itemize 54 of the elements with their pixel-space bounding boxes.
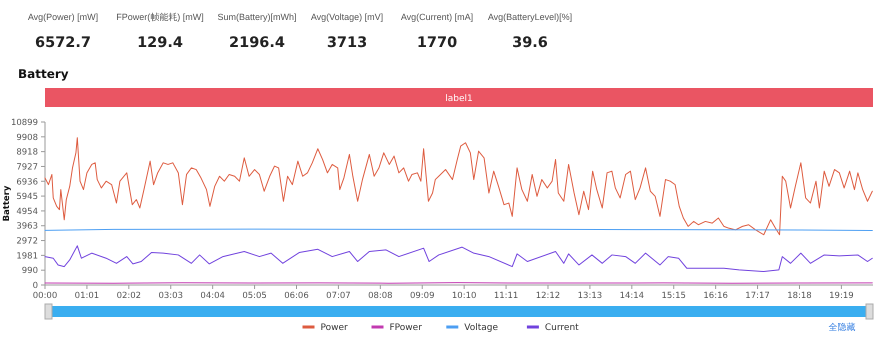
x-tick-label: 11:11 — [494, 291, 518, 301]
data-label: 2196.4 — [229, 35, 285, 51]
x-tick-label: 04:04 — [200, 291, 225, 301]
y-tick-label: 9908 — [16, 132, 38, 143]
y-tick-label: 10899 — [10, 118, 38, 128]
data-label: 6572.7 — [35, 35, 91, 51]
legend-label: Voltage — [464, 323, 499, 333]
y-tick-label: 8918 — [16, 148, 38, 158]
y-tick-label: 4954 — [16, 206, 38, 217]
x-tick-label: 03:03 — [158, 291, 183, 301]
y-tick-label: 3963 — [16, 222, 38, 232]
y-tick-label: 2972 — [16, 236, 38, 247]
category-label: Avg(BatteryLevel)[%] — [488, 12, 572, 22]
y-tick-label: 0 — [32, 281, 38, 291]
text: 全隐藏 — [828, 322, 856, 333]
legend-label: FPower — [390, 323, 422, 333]
x-tick-label: 14:14 — [620, 291, 644, 301]
text: label1 — [445, 94, 473, 104]
category-label: Avg(Power) [mW] — [28, 12, 98, 22]
x-tick-label: 17:17 — [745, 291, 770, 301]
category-label: Avg(Voltage) [mV] — [310, 12, 384, 22]
x-tick-label: 05:05 — [242, 291, 267, 301]
x-tick-label: 10:10 — [452, 291, 476, 301]
x-tick-label: 12:12 — [536, 291, 560, 301]
x-tick-label: 06:06 — [284, 291, 309, 301]
category-label: Sum(Battery)[mWh] — [217, 12, 297, 22]
y-tick-label: 6936 — [16, 177, 38, 188]
x-tick-label: 13:13 — [578, 291, 602, 301]
x-tick-label: 16:16 — [703, 291, 728, 301]
x-tick-label: 08:08 — [368, 291, 393, 301]
line-series — [44, 137, 873, 236]
legend-label: Power — [320, 323, 348, 333]
category-label: FPower(帧能耗) [mW] — [116, 12, 204, 22]
y-tick-label: 7927 — [16, 162, 38, 172]
x-tick-label: 07:07 — [326, 291, 351, 301]
x-tick-label: 00:00 — [32, 291, 58, 301]
data-label: 3713 — [326, 35, 368, 51]
legend-label: Current — [544, 323, 580, 333]
line-series — [44, 245, 873, 272]
x-tick-label: 01:01 — [74, 291, 100, 301]
x-tick-label: 09:09 — [410, 291, 434, 301]
y-axis-title: Battery — [2, 185, 12, 222]
data-label: 1770 — [416, 35, 458, 51]
x-tick-label: 15:15 — [661, 291, 686, 301]
data-label: 129.4 — [137, 35, 183, 51]
category-label: Avg(Current) [mA] — [400, 12, 474, 22]
x-tick-label: 02:02 — [116, 291, 142, 301]
data-label: 39.6 — [512, 35, 548, 51]
y-tick-label: 990 — [22, 266, 38, 276]
y-tick-label: 1981 — [16, 251, 38, 262]
x-tick-label: 18:18 — [787, 291, 812, 301]
chart-title: Battery — [18, 67, 69, 81]
x-tick-label: 19:19 — [829, 291, 854, 301]
y-tick-label: 5945 — [16, 192, 38, 202]
